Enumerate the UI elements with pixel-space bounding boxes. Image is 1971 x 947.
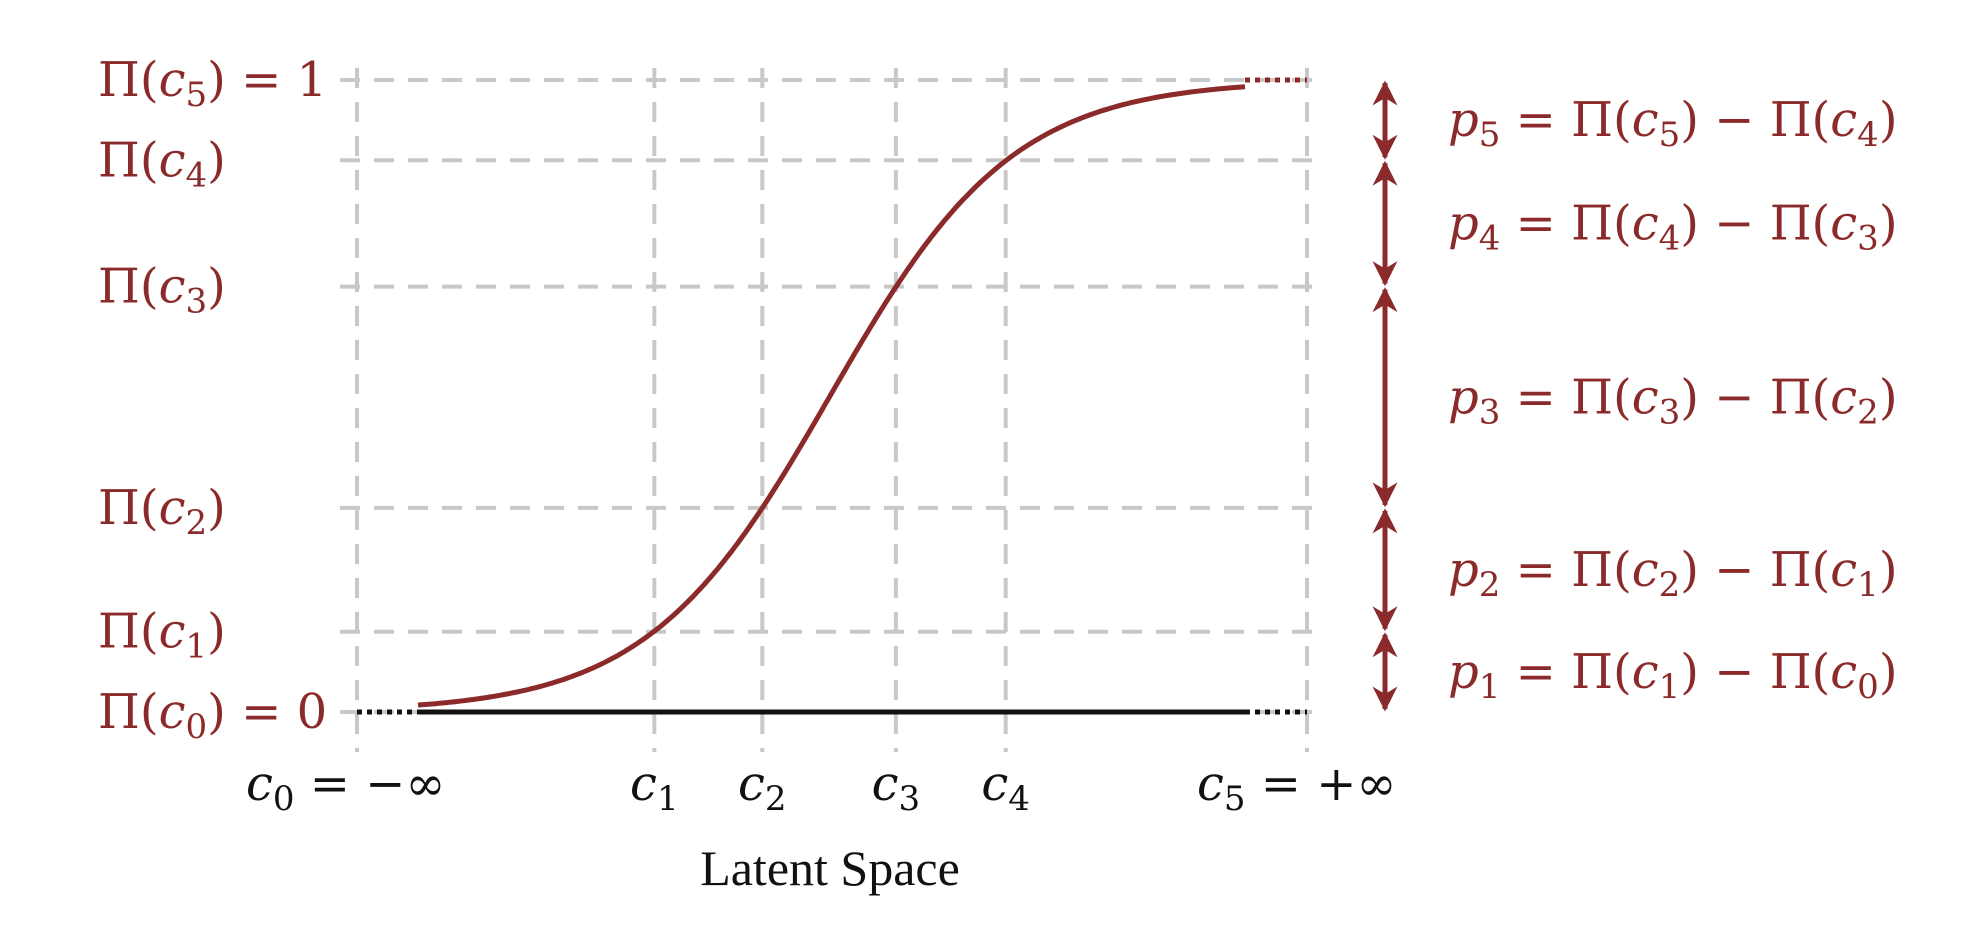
y-tick-label-c5: Π(c5) = 1 xyxy=(98,52,327,115)
probability-labels: p5 = Π(c5) − Π(c4) p4 = Π(c4) − Π(c3) p3 =… xyxy=(1448,92,1898,707)
x-tick-label-c4: c4 xyxy=(981,756,1030,819)
y-tick-label-c1: Π(c1) xyxy=(98,604,226,667)
prob-label-p1: p1 = Π(c1) − Π(c0) xyxy=(1448,644,1898,707)
x-axis-title: Latent Space xyxy=(700,840,960,896)
x-tick-label-c3: c3 xyxy=(872,756,921,819)
grid-layer xyxy=(340,68,1320,752)
curve-layer xyxy=(417,77,1307,708)
y-tick-label-c3: Π(c3) xyxy=(98,259,226,322)
y-tick-labels: Π(c5) = 1 Π(c4) Π(c3) Π(c2) Π(c1) Π(c0) = 0 xyxy=(98,52,327,747)
y-tick-label-c0: Π(c0) = 0 xyxy=(98,684,327,747)
y-tick-label-c2: Π(c2) xyxy=(98,480,226,543)
prob-label-p3: p3 = Π(c3) − Π(c2) xyxy=(1448,369,1898,432)
prob-label-p5: p5 = Π(c5) − Π(c4) xyxy=(1448,92,1898,155)
x-tick-label-c2: c2 xyxy=(738,756,787,819)
x-tick-label-c0: c0 = −∞ xyxy=(246,756,445,819)
x-tick-label-c1: c1 xyxy=(630,756,679,819)
cdf-curve xyxy=(417,84,1246,708)
x-tick-labels: c0 = −∞ c1 c2 c3 c4 c5 = +∞ xyxy=(246,756,1396,819)
y-tick-label-c4: Π(c4) xyxy=(98,132,226,195)
prob-label-p4: p4 = Π(c4) − Π(c3) xyxy=(1448,195,1898,258)
prob-label-p2: p2 = Π(c2) − Π(c1) xyxy=(1448,542,1898,605)
x-tick-label-c5: c5 = +∞ xyxy=(1197,756,1396,819)
